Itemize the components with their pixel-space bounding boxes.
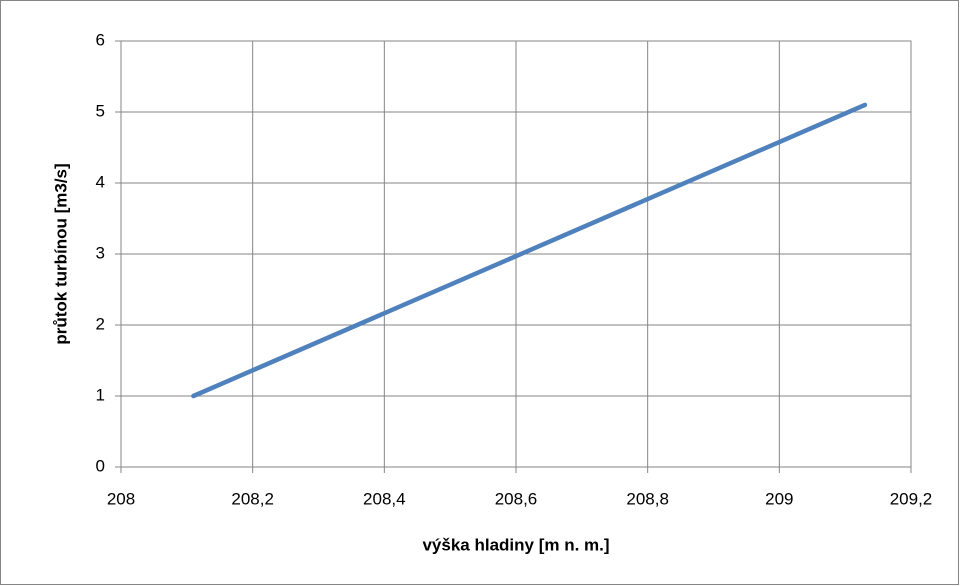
x-tick-label: 208,8 — [626, 489, 669, 508]
x-axis-title: výška hladiny [m n. m.] — [422, 535, 609, 554]
y-tick-label: 3 — [96, 243, 105, 262]
y-tick-label: 0 — [96, 456, 105, 475]
y-tick-label: 1 — [96, 385, 105, 404]
y-tick-label: 5 — [96, 101, 105, 120]
x-tick-label: 208 — [107, 489, 135, 508]
x-tick-label: 208,4 — [363, 489, 406, 508]
plot-border — [120, 40, 912, 468]
x-tick-label: 209 — [765, 489, 793, 508]
x-tick-label: 208,6 — [495, 489, 538, 508]
x-tick-label: 208,2 — [231, 489, 274, 508]
data-line — [191, 102, 868, 399]
y-tick-label: 6 — [96, 30, 105, 49]
x-tick-label: 209,2 — [890, 489, 933, 508]
y-axis-title: průtok turbínou [m3/s] — [51, 163, 70, 344]
y-tick-label: 4 — [96, 172, 105, 191]
y-tick-label: 2 — [96, 314, 105, 333]
